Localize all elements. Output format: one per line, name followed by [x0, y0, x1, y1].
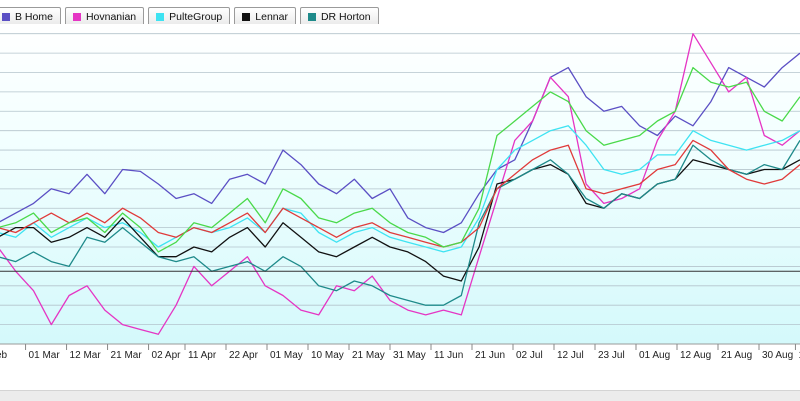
x-tick-label: 23 Jul: [598, 350, 625, 361]
x-tick-label: 10 May: [311, 350, 344, 361]
legend-label-kb-home: B Home: [15, 11, 53, 23]
series-line-dr-horton: [0, 140, 800, 306]
series-line-unlabeled-5: [0, 139, 800, 248]
plot-background: [0, 24, 800, 344]
series-layer: [0, 33, 800, 335]
legend-item-pultegroup[interactable]: PulteGroup: [148, 7, 231, 27]
x-tick-label: 11 Apr: [188, 350, 217, 361]
x-tick-label: 02 Apr: [152, 350, 182, 361]
x-axis-ticks: Feb 01 Mar 12 Mar 21 Mar 02 Apr 11 Apr 22 Apr 0…: [0, 344, 800, 361]
x-tick-label: 11: [798, 350, 800, 361]
legend-label-pultegroup: PulteGroup: [169, 11, 223, 23]
x-tick-label: 01 May: [270, 350, 303, 361]
x-tick-label: 21 Aug: [721, 350, 752, 361]
legend-swatch-lennar: [242, 13, 251, 21]
series-line-hovnanian: [0, 33, 800, 335]
x-tick-label: 12 Mar: [70, 350, 102, 361]
line-chart: Feb 01 Mar 12 Mar 21 Mar 02 Apr 11 Apr 22 Apr 0…: [0, 24, 800, 361]
series-line-unlabeled-6: [0, 66, 800, 253]
x-tick-label: Feb: [0, 350, 8, 361]
legend-swatch-kb-home: [2, 13, 10, 21]
legend-item-dr-horton[interactable]: DR Horton: [299, 7, 379, 27]
legend-label-hovnanian: Hovnanian: [85, 11, 137, 23]
x-tick-label: 22 Apr: [229, 350, 259, 361]
series-line-kb-home: [0, 52, 800, 234]
x-tick-label: 11 Jun: [434, 350, 463, 361]
legend-swatch-pultegroup: [156, 13, 165, 21]
x-tick-label: 21 Mar: [111, 350, 143, 361]
legend-swatch-dr-horton: [307, 13, 316, 21]
x-tick-label: 12 Aug: [680, 350, 711, 361]
x-tick-label: 21 May: [352, 350, 385, 361]
legend-label-dr-horton: DR Horton: [320, 11, 371, 23]
scroll-strip: [0, 390, 800, 401]
legend-label-lennar: Lennar: [255, 11, 288, 23]
legend-swatch-hovnanian: [72, 13, 81, 21]
x-tick-label: 30 Aug: [762, 350, 793, 361]
x-tick-label: 01 Mar: [29, 350, 61, 361]
x-tick-label: 02 Jul: [516, 350, 543, 361]
x-tick-label: 12 Jul: [557, 350, 584, 361]
legend-item-lennar[interactable]: Lennar: [234, 7, 296, 27]
x-tick-label: 21 Jun: [475, 350, 505, 361]
legend: B Home Hovnanian PulteGroup Lennar DR Ho…: [0, 6, 379, 28]
x-tick-label: 31 May: [393, 350, 426, 361]
legend-item-hovnanian[interactable]: Hovnanian: [64, 7, 145, 27]
x-tick-label: 01 Aug: [639, 350, 670, 361]
